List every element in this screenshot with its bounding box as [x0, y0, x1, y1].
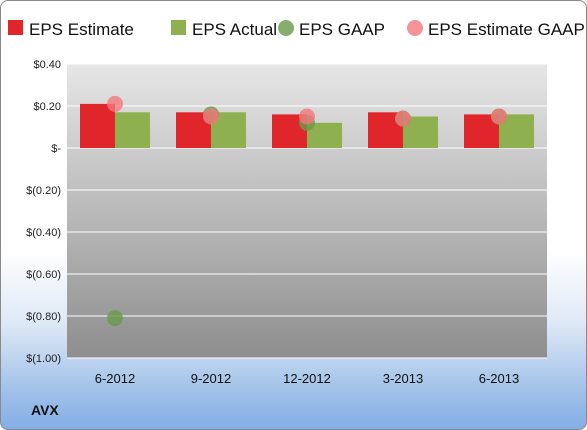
legend-swatch [407, 20, 423, 36]
x-tick-label: 3-2013 [383, 371, 423, 386]
x-tick-label: 6-2012 [95, 371, 135, 386]
x-tick-label: 9-2012 [191, 371, 231, 386]
y-tick-label: $(0.20) [26, 185, 61, 197]
legend-label: EPS Estimate [29, 20, 134, 39]
bar-eps-actual [115, 112, 150, 148]
point-eps-estimate-gaap [395, 110, 411, 127]
y-tick-label: $(1.00) [26, 353, 61, 365]
point-eps-estimate-gaap [203, 108, 219, 125]
legend-swatch [278, 20, 294, 36]
point-eps-gaap [107, 310, 123, 327]
y-tick-label: $(0.60) [26, 269, 61, 281]
x-axis: 6-2012 9-2012 12-2012 3-2013 6-2013 [95, 371, 519, 386]
y-tick-label: $(0.80) [26, 311, 61, 323]
y-tick-label: $0.20 [33, 101, 61, 113]
x-tick-label: 6-2013 [479, 371, 519, 386]
legend-label: EPS Estimate GAAP [428, 20, 585, 39]
ticker-label: AVX [31, 402, 59, 418]
point-eps-estimate-gaap [107, 95, 123, 112]
legend-swatch [8, 20, 23, 35]
bar-marks [80, 103, 534, 148]
x-tick-label: 12-2012 [283, 371, 331, 386]
legend: EPS Estimate EPS Actual EPS GAAP EPS Estima… [8, 20, 585, 39]
point-eps-estimate-gaap [491, 108, 507, 125]
y-tick-label: $0.40 [33, 59, 61, 71]
plot-area [67, 64, 547, 358]
y-axis: $0.40 $0.20 $- $(0.20) $(0.40) $(0.60) $(0.80)… [26, 59, 61, 365]
scatter-marks [107, 95, 507, 327]
point-eps-estimate-gaap [299, 108, 315, 125]
legend-swatch [171, 20, 186, 35]
legend-label: EPS GAAP [299, 20, 385, 39]
bar-eps-estimate [80, 103, 115, 148]
y-tick-label: $(0.40) [26, 227, 61, 239]
y-tick-label: $- [51, 143, 61, 155]
legend-label: EPS Actual [192, 20, 277, 39]
